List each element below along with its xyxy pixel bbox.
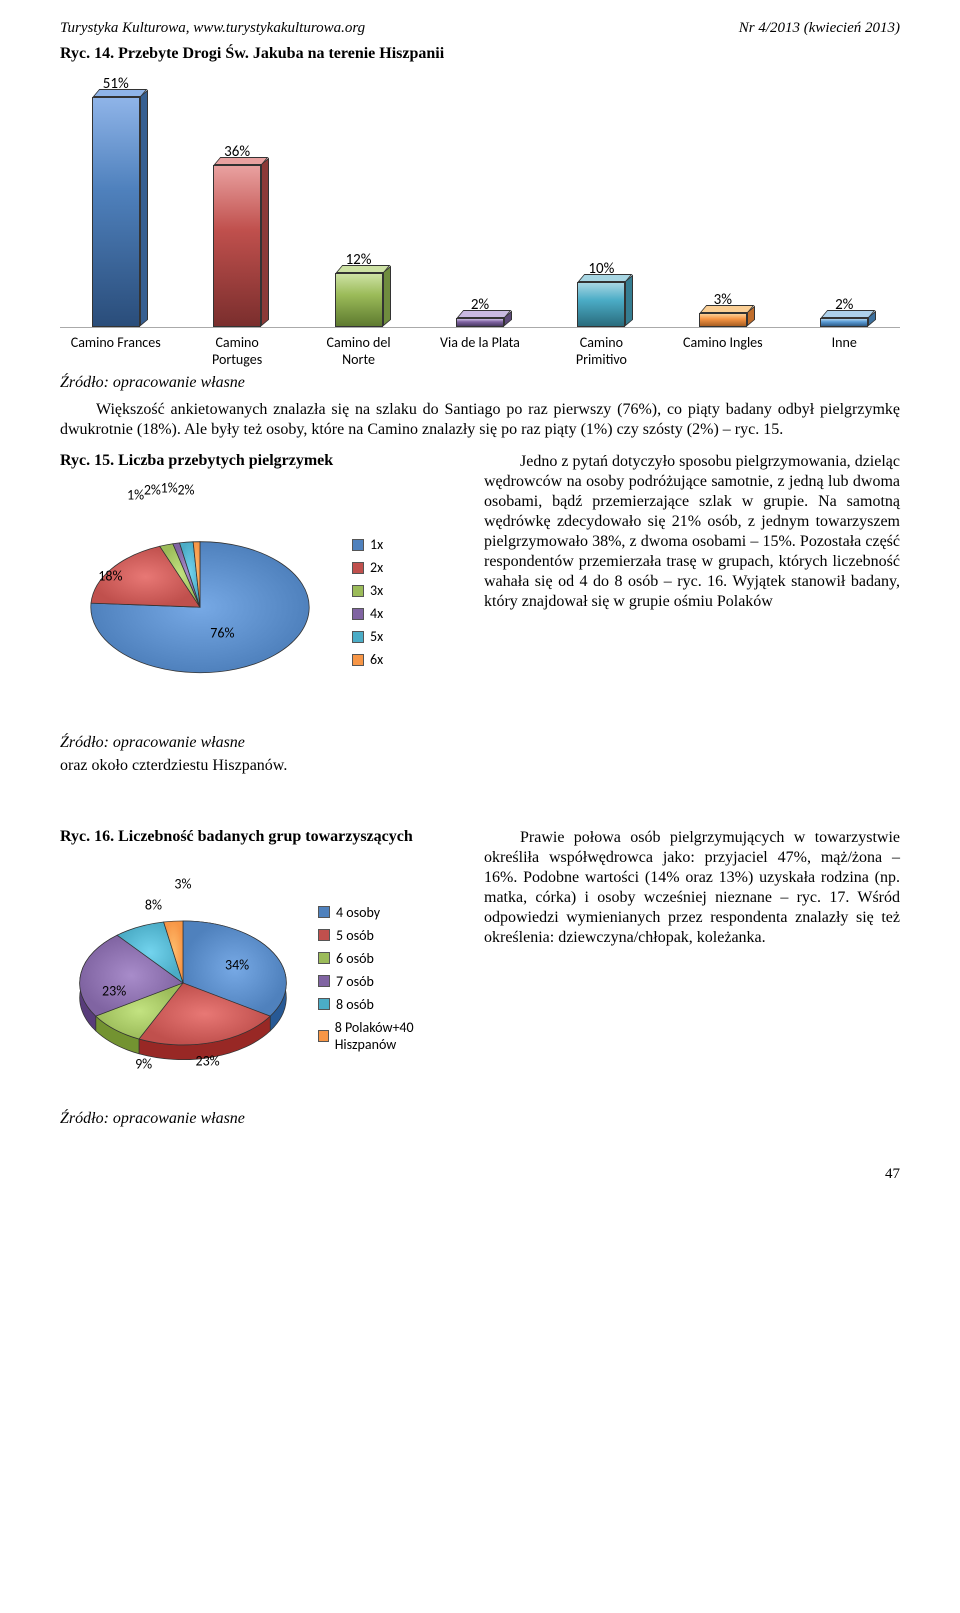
bar-3: 2% <box>434 296 525 327</box>
legend-swatch <box>352 585 364 597</box>
legend-item: 3x <box>352 582 383 599</box>
legend-label: 6 osób <box>336 950 374 967</box>
legend-label: 2x <box>370 559 383 576</box>
bar-category-label: Camino Ingles <box>677 334 768 368</box>
legend-label: 8 Polaków+40 Hiszpanów <box>335 1019 460 1053</box>
legend-swatch <box>352 631 364 643</box>
fig14-source: Źródło: opracowanie własne <box>60 374 900 392</box>
legend-label: 6x <box>370 651 383 668</box>
legend-swatch <box>318 906 330 918</box>
bar-2: 12% <box>313 251 404 327</box>
fig14-title: Ryc. 14. Przebyte Drogi Św. Jakuba na te… <box>60 45 900 63</box>
legend-label: 5 osób <box>336 927 374 944</box>
legend-item: 7 osób <box>318 973 460 990</box>
bar-0: 51% <box>70 75 161 327</box>
fig16-title: Ryc. 16. Liczebność badanych grup towarz… <box>60 828 460 846</box>
header-left: Turystyka Kulturowa, www.turystykakultur… <box>60 20 365 37</box>
legend-swatch <box>352 608 364 620</box>
legend-item: 2x <box>352 559 383 576</box>
fig16-source: Źródło: opracowanie własne <box>60 1110 460 1128</box>
legend-label: 1x <box>370 536 383 553</box>
legend-swatch <box>318 952 330 964</box>
bar-category-label: Camino del Norte <box>313 334 404 368</box>
legend-item: 1x <box>352 536 383 553</box>
legend-label: 5x <box>370 628 383 645</box>
bar-category-label: Inne <box>799 334 890 368</box>
legend-label: 8 osób <box>336 996 374 1013</box>
legend-label: 4 osoby <box>336 904 380 921</box>
legend-item: 4 osoby <box>318 904 460 921</box>
bar-6: 2% <box>799 296 890 327</box>
bar-category-label: Camino Portuges <box>191 334 282 368</box>
legend-item: 5x <box>352 628 383 645</box>
legend-item: 8 osób <box>318 996 460 1013</box>
paragraph-1: Większość ankietowanych znalazła się na … <box>60 400 900 440</box>
bar-category-label: Camino Frances <box>70 334 161 368</box>
legend-swatch <box>318 975 330 987</box>
fig15-title: Ryc. 15. Liczba przebytych pielgrzymek <box>60 452 460 470</box>
paragraph-2: Jedno z pytań dotyczyło sposobu pielgrzy… <box>484 452 900 612</box>
legend-swatch <box>352 562 364 574</box>
legend-label: 4x <box>370 605 383 622</box>
fig15-subcaption: oraz około czterdziestu Hiszpanów. <box>60 756 460 776</box>
legend-item: 6 osób <box>318 950 460 967</box>
fig16-pie-chart: 34%23%9%23%8%3% 4 osoby5 osób6 osób7 osó… <box>60 848 460 1108</box>
fig15-pie-chart: 76%18%1%2%1%2% 1x2x3x4x5x6x <box>60 472 460 732</box>
bar-category-label: Via de la Plata <box>434 334 525 368</box>
page-number: 47 <box>60 1166 900 1183</box>
fig15-source: Źródło: opracowanie własne <box>60 734 460 752</box>
legend-item: 6x <box>352 651 383 668</box>
legend-item: 4x <box>352 605 383 622</box>
page-header: Turystyka Kulturowa, www.turystykakultur… <box>60 20 900 37</box>
bar-4: 10% <box>556 260 647 327</box>
bar-1: 36% <box>191 143 282 327</box>
legend-swatch <box>352 539 364 551</box>
header-right: Nr 4/2013 (kwiecień 2013) <box>739 20 900 37</box>
fig14-bar-chart: 51% 36% 12% 2% <box>60 67 900 370</box>
legend-swatch <box>318 1030 329 1042</box>
bar-5: 3% <box>677 291 768 327</box>
legend-item: 8 Polaków+40 Hiszpanów <box>318 1019 460 1053</box>
legend-item: 5 osób <box>318 927 460 944</box>
legend-label: 3x <box>370 582 383 599</box>
bar-category-label: Camino Primitivo <box>556 334 647 368</box>
paragraph-3: Prawie połowa osób pielgrzymujących w to… <box>484 828 900 948</box>
legend-swatch <box>318 929 330 941</box>
legend-label: 7 osób <box>336 973 374 990</box>
legend-swatch <box>352 654 364 666</box>
legend-swatch <box>318 998 330 1010</box>
